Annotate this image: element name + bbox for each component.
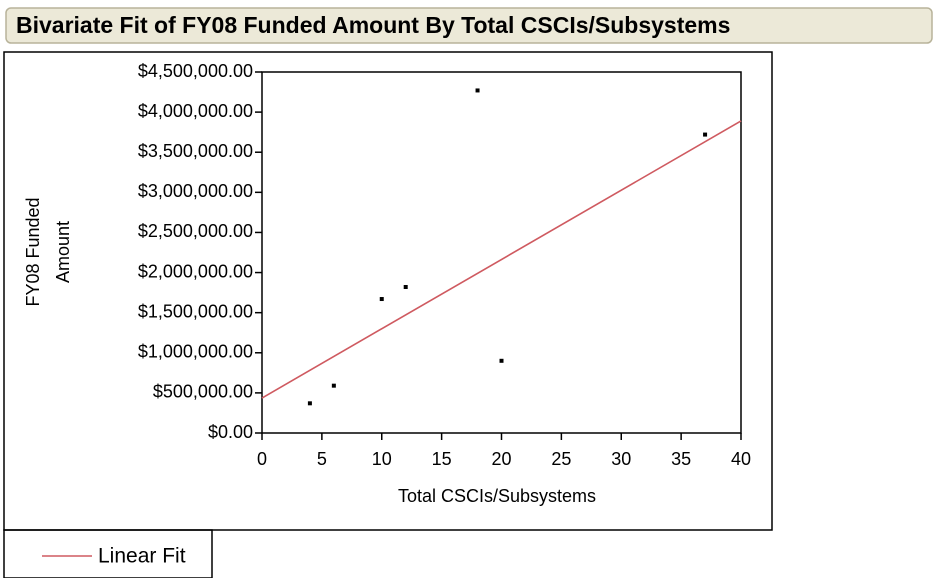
y-tick-label: $2,500,000.00 xyxy=(138,221,253,241)
chart-title: Bivariate Fit of FY08 Funded Amount By T… xyxy=(16,12,730,38)
y-tick-label: $3,500,000.00 xyxy=(138,141,253,161)
frame xyxy=(3,51,773,531)
point xyxy=(499,358,504,363)
x-tick-label: 20 xyxy=(491,449,511,469)
point xyxy=(475,88,480,93)
y-tick-label: $500,000.00 xyxy=(153,382,253,402)
x-tick-label: 15 xyxy=(432,449,452,469)
y-tick-label: $1,500,000.00 xyxy=(138,301,253,321)
point xyxy=(703,132,708,137)
legend-label: Linear Fit xyxy=(98,545,186,568)
point xyxy=(379,297,384,302)
fit-line xyxy=(261,120,742,399)
x-tick-label: 0 xyxy=(257,449,267,469)
x-axis-label: Total CSCIs/Subsystems xyxy=(398,486,596,506)
plot-area xyxy=(261,71,742,434)
point xyxy=(307,401,312,406)
y-tick-label: $4,500,000.00 xyxy=(138,61,253,81)
point xyxy=(403,284,408,289)
y-tick-label: $2,000,000.00 xyxy=(138,261,253,281)
y-axis-label: FY08 Funded xyxy=(23,197,43,306)
x-tick-label: 10 xyxy=(372,449,392,469)
y-tick-label: $1,000,000.00 xyxy=(138,342,253,362)
y-axis-label: Amount xyxy=(53,221,73,283)
y-tick-label: $4,000,000.00 xyxy=(138,101,253,121)
x-tick-label: 5 xyxy=(317,449,327,469)
x-tick-label: 30 xyxy=(611,449,631,469)
point xyxy=(331,383,336,388)
y-tick-label: $0.00 xyxy=(208,422,253,442)
x-tick-label: 35 xyxy=(671,449,691,469)
x-tick-label: 25 xyxy=(551,449,571,469)
y-tick-label: $3,000,000.00 xyxy=(138,181,253,201)
title-bar xyxy=(5,7,933,44)
legend-box xyxy=(3,529,213,578)
x-tick-label: 40 xyxy=(731,449,751,469)
